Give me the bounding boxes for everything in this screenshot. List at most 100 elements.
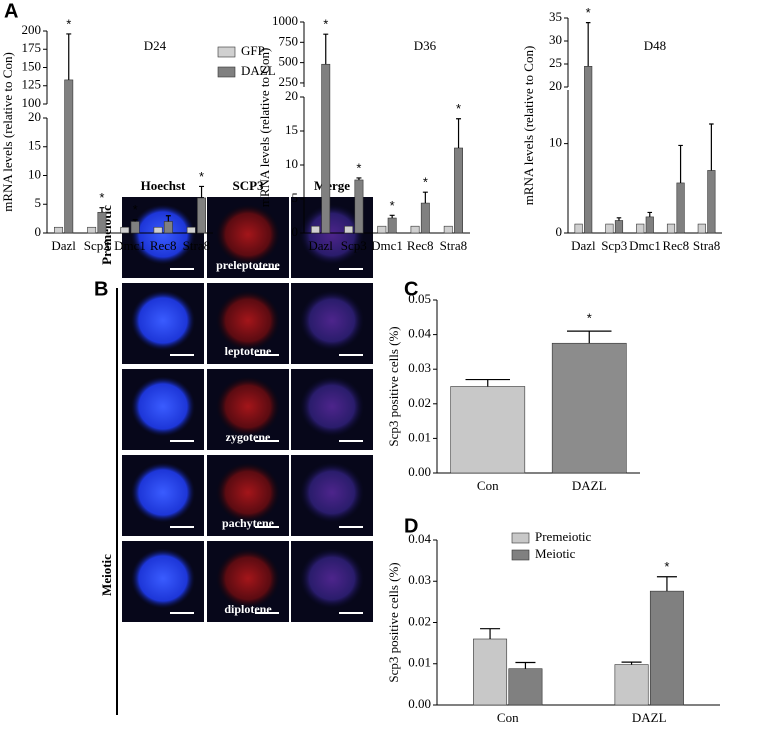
stage-label: zygotene [226, 430, 271, 444]
y-tick-label: 10 [28, 166, 41, 181]
bar [377, 225, 387, 234]
y-tick-label: 20 [285, 88, 298, 103]
cell-nucleus [300, 376, 364, 437]
bar [344, 225, 354, 234]
y-tick-label: 0.00 [408, 696, 431, 711]
cell-nucleus [300, 462, 364, 523]
bar [614, 220, 624, 234]
bar [410, 225, 420, 234]
bar [163, 221, 173, 234]
stage-label: leptotene [225, 344, 272, 358]
cell-nucleus [131, 462, 195, 523]
bar [605, 223, 614, 234]
bar [130, 221, 140, 234]
y-tick-label: 0.03 [408, 360, 431, 375]
bar [454, 147, 463, 234]
column-header: Merge [314, 178, 350, 193]
bar [508, 668, 543, 706]
x-tick-label: Dmc1 [114, 238, 146, 253]
error-bar [480, 628, 501, 639]
y-tick-label: 15 [28, 138, 41, 153]
y-axis-label: mRNA levels (relative to Con) [0, 52, 15, 212]
error-bar [389, 214, 395, 219]
stage-label: pachytene [222, 516, 275, 530]
x-tick-label: Scp3 [84, 238, 110, 253]
y-tick-label: 750 [279, 33, 299, 48]
y-tick-label: 20 [28, 109, 41, 124]
legend-label: GFP [241, 43, 265, 58]
y-tick-label: 1000 [272, 13, 298, 28]
cell-nucleus [216, 290, 280, 351]
column-header: Hoechst [141, 178, 186, 193]
bar [473, 638, 508, 706]
y-tick-label: 0.05 [408, 291, 431, 306]
bar [321, 63, 331, 234]
error-bar [709, 123, 714, 171]
y-tick-label: 125 [22, 77, 42, 92]
y-tick-label: 500 [279, 54, 299, 69]
legend-label: Meiotic [535, 546, 576, 561]
bar [311, 225, 320, 234]
bar [636, 223, 645, 234]
bar [649, 590, 684, 706]
cell-nucleus [216, 204, 280, 265]
bar [120, 226, 130, 234]
bar [666, 223, 676, 234]
bar [387, 217, 397, 234]
error-bar [656, 576, 677, 592]
significance-mark: * [133, 202, 138, 217]
bar [676, 182, 685, 234]
y-tick-label: 5 [35, 195, 42, 210]
y-tick-label: 15 [285, 122, 298, 137]
cell-nucleus [300, 548, 364, 609]
y-axis-label: Scp3 positive cells (%) [386, 562, 401, 682]
error-bar [678, 144, 683, 183]
y-axis-label: mRNA levels (relative to Con) [257, 48, 272, 208]
cell-nucleus [131, 376, 195, 437]
significance-mark: * [356, 160, 361, 175]
significance-mark: * [423, 175, 428, 190]
error-bar [199, 185, 205, 198]
panel-label: D [404, 515, 418, 537]
bar [443, 225, 453, 234]
cell-nucleus [216, 548, 280, 609]
x-tick-label: Dmc1 [371, 238, 403, 253]
y-tick-label: 0 [556, 224, 563, 239]
x-tick-label: DAZL [572, 478, 607, 493]
stage-label: preleptotene [216, 258, 280, 272]
y-tick-label: 0.04 [408, 326, 431, 341]
y-tick-label: 10 [285, 156, 298, 171]
y-tick-label: 25 [549, 55, 562, 70]
error-bar [66, 33, 72, 80]
error-bar [616, 217, 622, 221]
x-tick-label: Stra8 [693, 238, 720, 253]
stage-label: diplotene [224, 602, 272, 616]
bar [64, 79, 74, 234]
y-tick-label: 200 [22, 22, 42, 37]
y-tick-label: 250 [279, 74, 299, 89]
error-bar [323, 33, 329, 65]
bar [97, 212, 107, 234]
y-tick-label: 0.01 [408, 655, 431, 670]
y-axis-label: Scp3 positive cells (%) [386, 326, 401, 446]
error-bar [99, 207, 105, 213]
significance-mark: * [99, 190, 104, 205]
x-tick-label: Stra8 [440, 238, 467, 253]
y-tick-label: 30 [549, 32, 562, 47]
y-tick-label: 20 [549, 78, 562, 93]
error-bar [165, 215, 171, 222]
y-tick-label: 5 [292, 190, 299, 205]
bar [584, 66, 593, 234]
y-tick-label: 0 [35, 224, 42, 239]
x-tick-label: Con [497, 710, 519, 725]
legend-swatch [217, 46, 236, 58]
error-bar [621, 661, 642, 665]
cell-nucleus [300, 290, 364, 351]
y-tick-label: 100 [22, 95, 42, 110]
group-label: Meiotic [99, 554, 114, 596]
significance-mark: * [586, 5, 591, 20]
column-header: SCP3 [232, 178, 264, 193]
y-tick-label: 0.00 [408, 464, 431, 479]
legend-swatch [511, 532, 530, 544]
bar [197, 197, 206, 234]
